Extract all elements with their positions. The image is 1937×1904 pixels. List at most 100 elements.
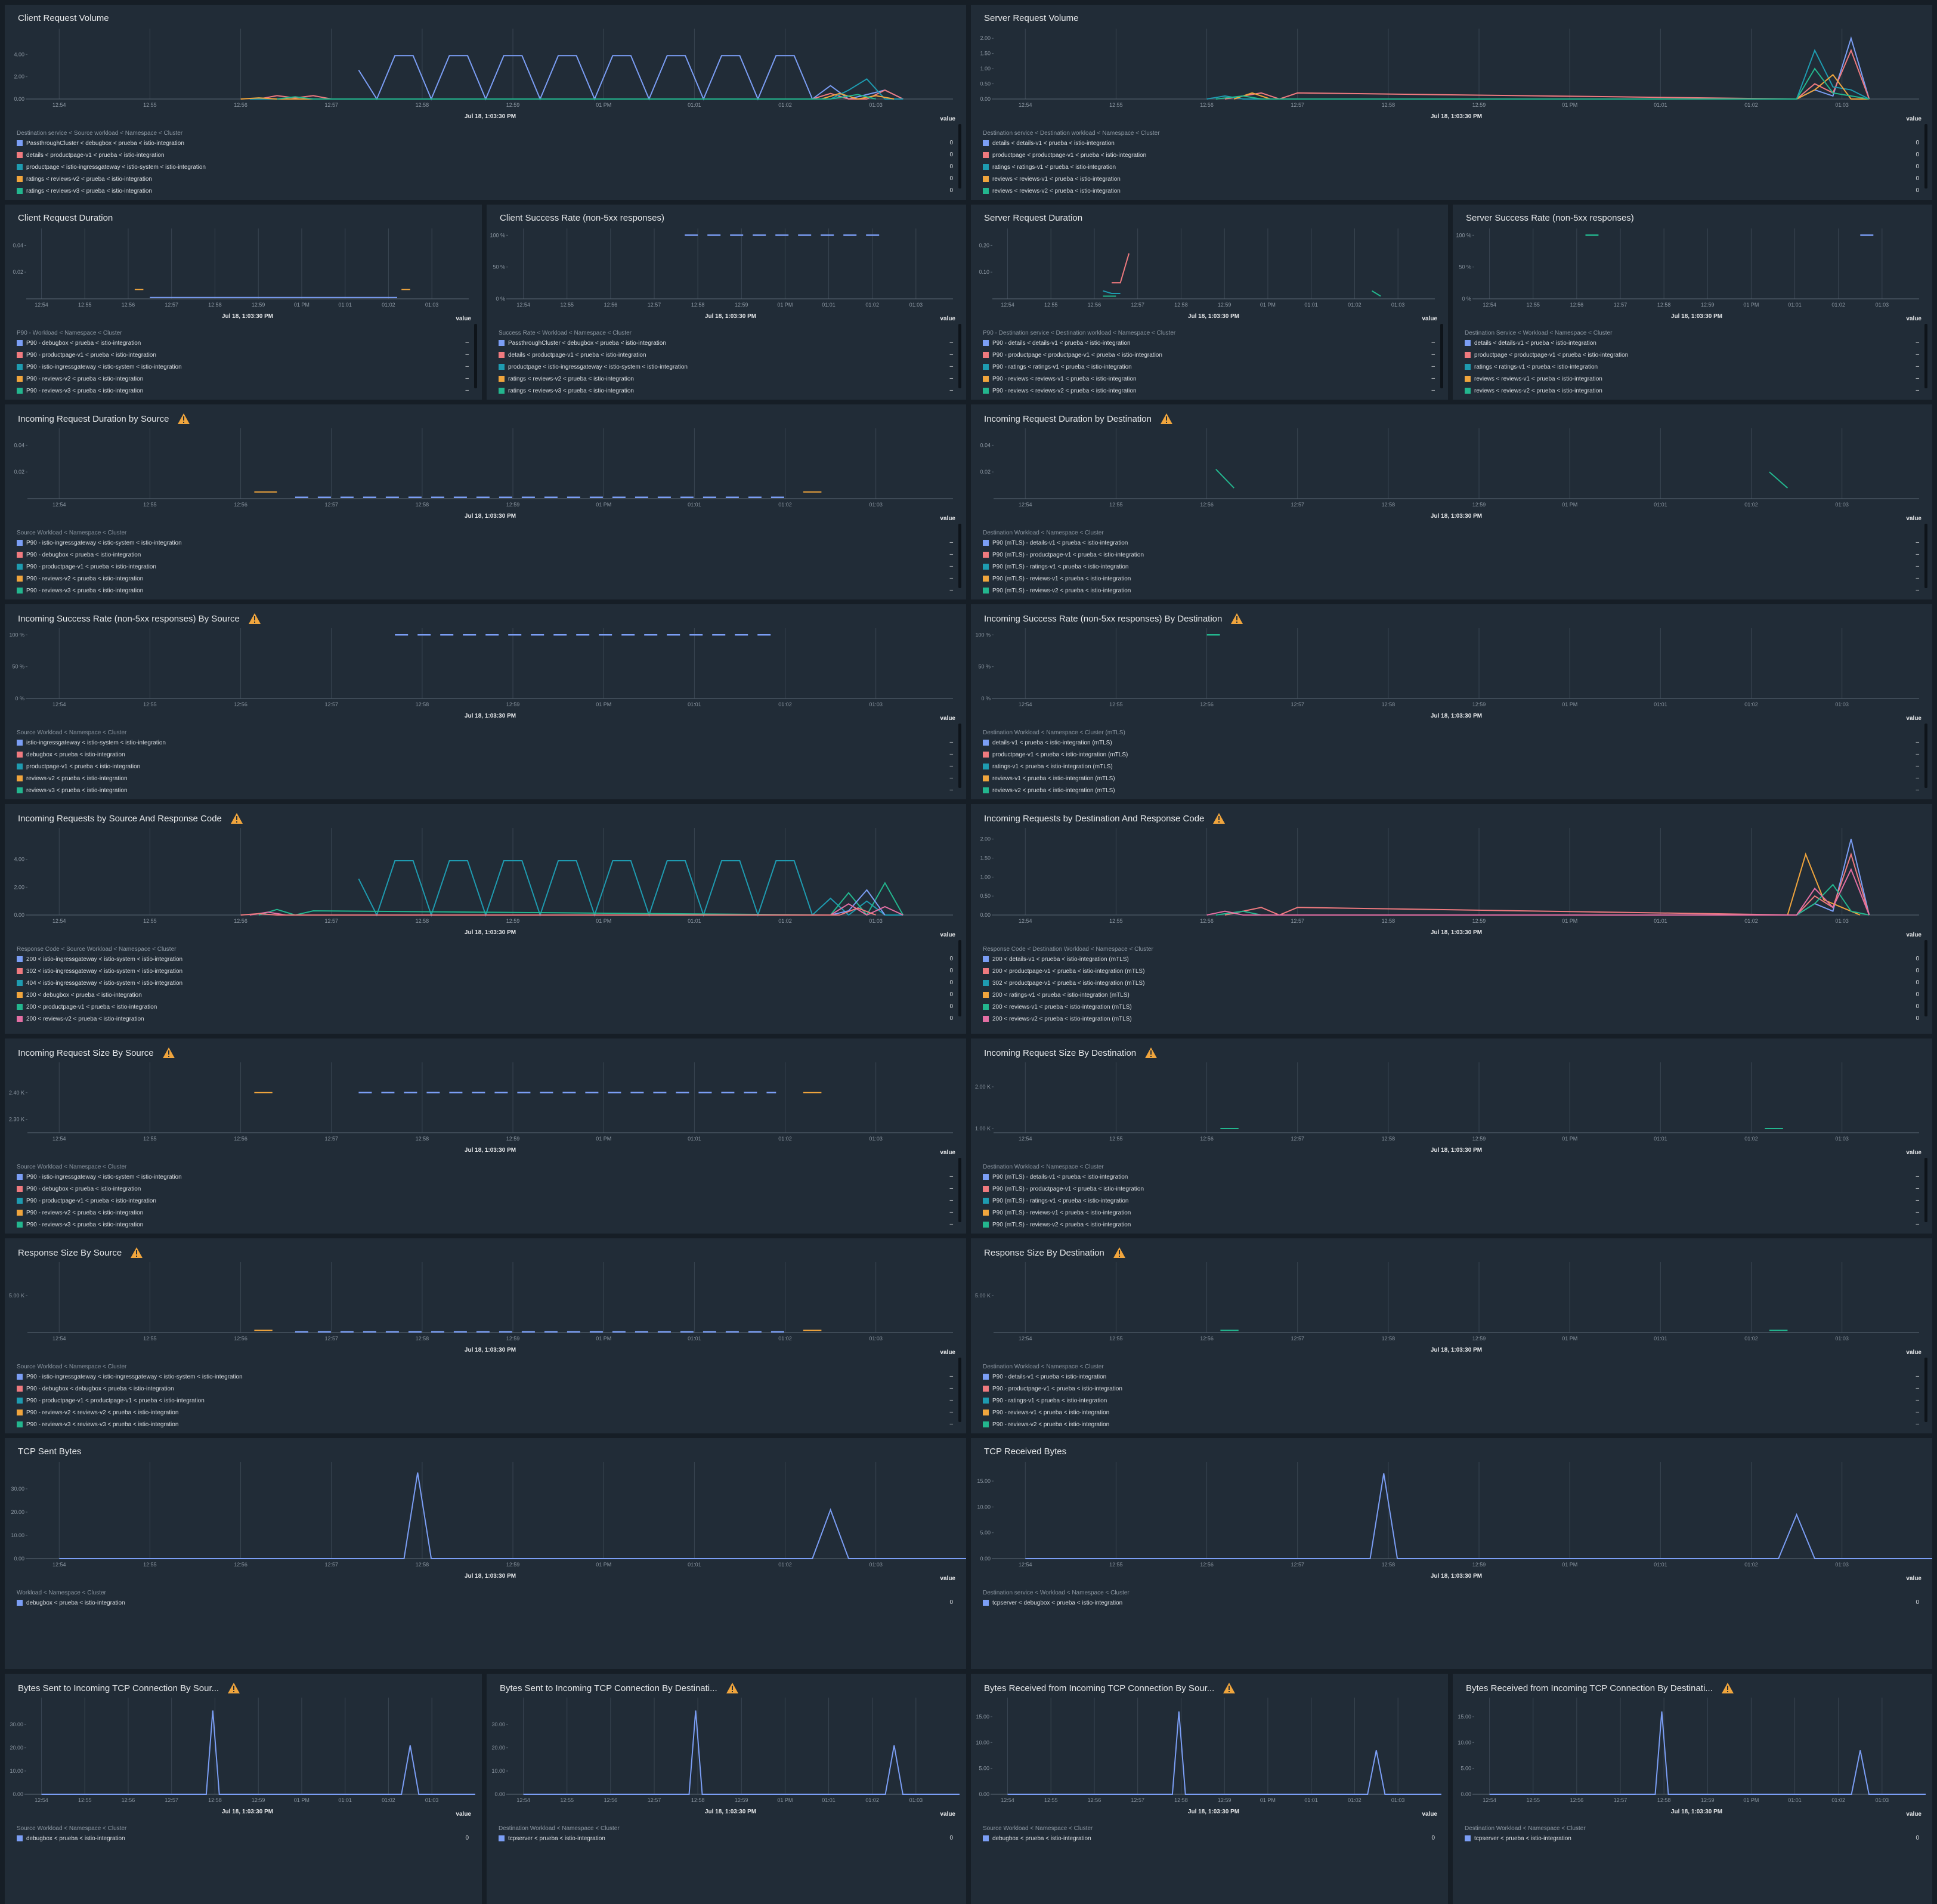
series-line[interactable]: [1103, 290, 1121, 294]
series-line[interactable]: [1025, 1473, 1932, 1559]
legend-item[interactable]: 200 < productpage-v1 < prueba < istio-in…: [983, 965, 1919, 977]
legend-item[interactable]: P90 - reviews-v3 < prueba < istio-integr…: [17, 385, 469, 397]
warning-icon[interactable]: [1144, 1047, 1158, 1059]
chart-area[interactable]: 12:54 12:55 12:56 12:57 12:58 12:59 01 PM 01:01…: [971, 1674, 1448, 1807]
legend-item[interactable]: P90 - details < details-v1 < prueba < is…: [983, 337, 1435, 349]
legend-item[interactable]: P90 - reviews-v3 < reviews-v3 < prueba <…: [17, 1418, 953, 1430]
chart-area[interactable]: 12:54 12:55 12:56 12:57 12:58 12:59 01 PM 01:01…: [5, 1438, 966, 1572]
value-column-header[interactable]: value: [1906, 515, 1921, 522]
legend-item[interactable]: P90 - istio-ingressgateway < istio-syste…: [17, 537, 953, 549]
series-line[interactable]: [240, 907, 877, 916]
legend-item[interactable]: debugbox < prueba < istio-integration 0: [17, 1597, 953, 1609]
legend-item[interactable]: 200 < productpage-v1 < prueba < istio-in…: [17, 1001, 953, 1013]
chart-area[interactable]: 12:54 12:55 12:56 12:57 12:58 12:59 01 PM 01:01…: [971, 1038, 1932, 1146]
legend-item[interactable]: 302 < istio-ingressgateway < istio-syste…: [17, 965, 953, 977]
legend-item[interactable]: P90 - reviews-v2 < reviews-v2 < prueba <…: [17, 1407, 953, 1418]
legend-item[interactable]: P90 - reviews < reviews-v1 < prueba < is…: [983, 373, 1435, 385]
legend-item[interactable]: debugbox < prueba < istio-integration 0: [983, 1832, 1435, 1844]
series-line[interactable]: [1233, 73, 1870, 100]
chart-area[interactable]: 12:54 12:55 12:56 12:57 12:58 12:59 01 PM 01:01…: [5, 1038, 966, 1146]
legend-item[interactable]: P90 - istio-ingressgateway < istio-syste…: [17, 1171, 953, 1183]
warning-icon[interactable]: [1721, 1682, 1734, 1694]
value-column-header[interactable]: value: [1906, 1575, 1921, 1582]
series-line[interactable]: [1215, 469, 1234, 489]
legend-scrollbar[interactable]: [1924, 124, 1927, 188]
legend-item[interactable]: P90 (mTLS) - reviews-v1 < prueba < istio…: [983, 573, 1919, 585]
legend-item[interactable]: P90 - reviews-v2 < prueba < istio-integr…: [17, 373, 469, 385]
legend-item[interactable]: P90 - reviews-v2 < prueba < istio-integr…: [17, 1207, 953, 1219]
value-column-header[interactable]: value: [1906, 715, 1921, 722]
legend-item[interactable]: productpage < productpage-v1 < prueba < …: [983, 149, 1919, 161]
legend-item[interactable]: P90 - productpage < productpage-v1 < pru…: [983, 349, 1435, 361]
legend-item[interactable]: P90 - reviews-v2 < prueba < istio-integr…: [17, 573, 953, 585]
chart-area[interactable]: 12:54 12:55 12:56 12:57 12:58 12:59 01 PM 01:01…: [971, 5, 1932, 112]
warning-icon[interactable]: [248, 613, 261, 625]
value-column-header[interactable]: value: [456, 1811, 471, 1818]
legend-scrollbar[interactable]: [1924, 1158, 1927, 1222]
legend-item[interactable]: ratings < ratings-v1 < prueba < istio-in…: [1465, 361, 1919, 373]
legend-item[interactable]: P90 (mTLS) - reviews-v2 < prueba < istio…: [983, 585, 1919, 596]
chart-area[interactable]: 12:54 12:55 12:56 12:57 12:58 12:59 01 PM 01:01…: [5, 1238, 966, 1346]
legend-scrollbar[interactable]: [958, 724, 961, 788]
legend-item[interactable]: debugbox < prueba < istio-integration –: [17, 749, 953, 761]
value-column-header[interactable]: value: [940, 932, 955, 938]
legend-item[interactable]: P90 - reviews-v2 < prueba < istio-integr…: [983, 1418, 1919, 1430]
legend-item[interactable]: ratings < reviews-v2 < prueba < istio-in…: [17, 173, 953, 185]
legend-item[interactable]: productpage < productpage-v1 < prueba < …: [1465, 349, 1919, 361]
value-column-header[interactable]: value: [1906, 1811, 1921, 1818]
value-column-header[interactable]: value: [940, 1349, 955, 1356]
legend-item[interactable]: ratings < ratings-v1 < prueba < istio-in…: [983, 161, 1919, 173]
legend-scrollbar[interactable]: [958, 124, 961, 188]
legend-item[interactable]: reviews < reviews-v1 < prueba < istio-in…: [983, 173, 1919, 185]
series-line[interactable]: [1215, 67, 1870, 100]
series-line[interactable]: [1371, 290, 1381, 297]
legend-item[interactable]: debugbox < prueba < istio-integration 0: [17, 1832, 469, 1844]
legend-item[interactable]: P90 - reviews-v3 < prueba < istio-integr…: [17, 585, 953, 596]
legend-item[interactable]: reviews-v1 < prueba < istio-integration …: [983, 772, 1919, 784]
legend-item[interactable]: P90 (mTLS) - ratings-v1 < prueba < istio…: [983, 1195, 1919, 1207]
chart-area[interactable]: 12:54 12:55 12:56 12:57 12:58 12:59 01 PM 01:01…: [487, 205, 966, 312]
value-column-header[interactable]: value: [1422, 1811, 1437, 1818]
series-line[interactable]: [258, 89, 903, 100]
legend-item[interactable]: P90 - productpage-v1 < productpage-v1 < …: [17, 1395, 953, 1407]
legend-scrollbar[interactable]: [474, 324, 477, 388]
legend-item[interactable]: P90 (mTLS) - productpage-v1 < prueba < i…: [983, 549, 1919, 561]
legend-scrollbar[interactable]: [958, 524, 961, 588]
legend-item[interactable]: 200 < istio-ingressgateway < istio-syste…: [17, 953, 953, 965]
legend-item[interactable]: PassthroughCluster < debugbox < prueba <…: [499, 337, 953, 349]
legend-item[interactable]: 302 < productpage-v1 < prueba < istio-in…: [983, 977, 1919, 989]
value-column-header[interactable]: value: [940, 515, 955, 522]
legend-item[interactable]: P90 - ratings < ratings-v1 < prueba < is…: [983, 361, 1435, 373]
legend-item[interactable]: 200 < reviews-v1 < prueba < istio-integr…: [983, 1001, 1919, 1013]
warning-icon[interactable]: [1223, 1682, 1236, 1694]
legend-item[interactable]: 200 < details-v1 < prueba < istio-integr…: [983, 953, 1919, 965]
value-column-header[interactable]: value: [940, 1149, 955, 1156]
legend-item[interactable]: reviews < reviews-v2 < prueba < istio-in…: [1465, 385, 1919, 397]
chart-area[interactable]: 12:54 12:55 12:56 12:57 12:58 12:59 01 PM 01:01…: [971, 1238, 1932, 1346]
legend-item[interactable]: 200 < reviews-v2 < prueba < istio-integr…: [983, 1013, 1919, 1025]
chart-area[interactable]: 12:54 12:55 12:56 12:57 12:58 12:59 01 PM 01:01…: [1453, 205, 1932, 312]
legend-scrollbar[interactable]: [1924, 940, 1927, 1016]
legend-scrollbar[interactable]: [1924, 724, 1927, 788]
legend-item[interactable]: P90 - productpage-v1 < prueba < istio-in…: [983, 1383, 1919, 1395]
legend-scrollbar[interactable]: [958, 1358, 961, 1422]
legend-item[interactable]: details < details-v1 < prueba < istio-in…: [1465, 337, 1919, 349]
series-line[interactable]: [1215, 883, 1870, 916]
legend-item[interactable]: productpage < istio-ingressgateway < ist…: [17, 161, 953, 173]
legend-item[interactable]: P90 (mTLS) - reviews-v1 < prueba < istio…: [983, 1207, 1919, 1219]
warning-icon[interactable]: [1212, 812, 1226, 824]
legend-scrollbar[interactable]: [1924, 1358, 1927, 1422]
legend-item[interactable]: ratings < reviews-v3 < prueba < istio-in…: [499, 385, 953, 397]
value-column-header[interactable]: value: [1422, 316, 1437, 322]
value-column-header[interactable]: value: [1906, 316, 1921, 322]
warning-icon[interactable]: [726, 1682, 739, 1694]
legend-item[interactable]: ratings < reviews-v3 < prueba < istio-in…: [17, 185, 953, 197]
series-line[interactable]: [1206, 868, 1870, 916]
legend-item[interactable]: 200 < reviews-v2 < prueba < istio-integr…: [17, 1013, 953, 1025]
chart-area[interactable]: 12:54 12:55 12:56 12:57 12:58 12:59 01 PM 01:01…: [5, 1674, 482, 1807]
chart-area[interactable]: 12:54 12:55 12:56 12:57 12:58 12:59 01 PM 01:01…: [971, 205, 1448, 312]
series-line[interactable]: [1007, 1711, 1441, 1795]
value-column-header[interactable]: value: [940, 1811, 955, 1818]
legend-item[interactable]: tcpserver < debugbox < prueba < istio-in…: [983, 1597, 1919, 1609]
legend-item[interactable]: productpage-v1 < prueba < istio-integrat…: [17, 761, 953, 772]
